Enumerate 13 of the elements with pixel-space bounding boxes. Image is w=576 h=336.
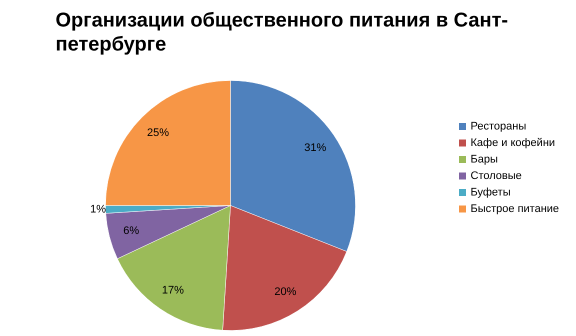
data-label: 17% — [162, 284, 184, 296]
legend-label: Буфеты — [470, 186, 511, 198]
data-label: 31% — [304, 142, 327, 154]
data-label: 25% — [147, 127, 170, 140]
legend-label: Рестораны — [470, 120, 526, 132]
data-label: 6% — [123, 224, 140, 237]
data-label: 20% — [274, 286, 297, 298]
legend-label: Быстрое питание — [470, 203, 560, 215]
data-label: 1% — [90, 203, 106, 216]
chart-title: Организации общественного питания в Сант-петербурге — [56, 10, 508, 56]
legend-label: Бары — [470, 154, 498, 166]
legend-label: Кафе и кофейни — [470, 137, 556, 149]
legend-label: Столовые — [470, 170, 522, 182]
